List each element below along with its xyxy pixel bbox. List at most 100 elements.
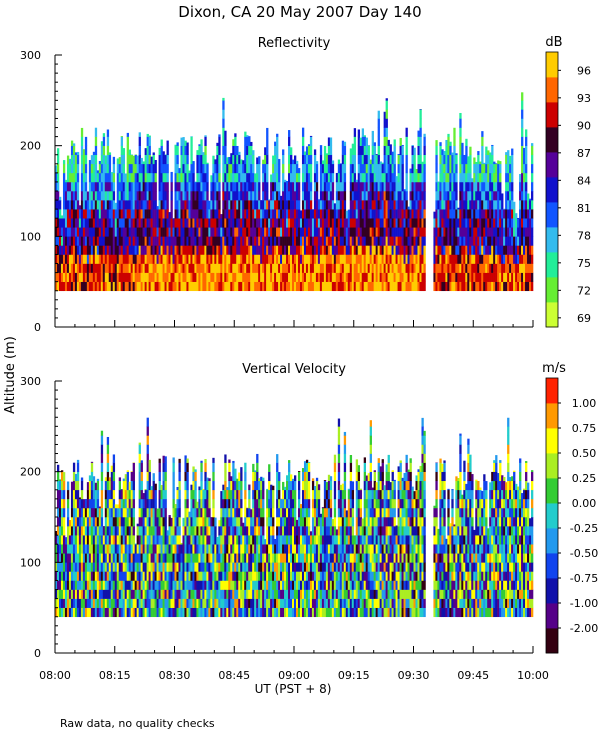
heatmap-cell — [405, 172, 408, 183]
heatmap-cell — [381, 227, 384, 237]
heatmap-cell — [319, 163, 323, 174]
heatmap-cell — [56, 236, 60, 246]
heatmap-cell — [122, 172, 126, 183]
heatmap-cell — [206, 163, 209, 174]
heatmap-cell — [321, 281, 325, 292]
heatmap-cell — [477, 263, 480, 273]
heatmap-cell — [184, 598, 187, 608]
heatmap-cell — [116, 607, 120, 618]
heatmap-cell — [90, 462, 94, 472]
heatmap-cell — [487, 281, 490, 292]
heatmap-cell — [198, 181, 201, 192]
heatmap-cell — [212, 571, 215, 581]
heatmap-cell — [192, 607, 195, 618]
heatmap-cell — [459, 154, 462, 165]
heatmap-cell — [88, 200, 92, 210]
heatmap-cell — [244, 254, 247, 264]
heatmap-cell — [399, 145, 402, 156]
heatmap-cell — [319, 263, 323, 273]
heatmap-cell — [266, 127, 269, 137]
heatmap-cell — [82, 181, 86, 192]
heatmap-cell — [190, 484, 193, 491]
heatmap-cell — [301, 200, 305, 210]
heatmap-cell — [130, 526, 133, 536]
heatmap-cell — [86, 544, 90, 554]
heatmap-cell — [138, 480, 141, 491]
heatmap-cell — [411, 163, 414, 174]
heatmap-cell — [190, 218, 193, 228]
heatmap-cell — [94, 580, 98, 590]
heatmap-cell — [419, 281, 422, 292]
heatmap-cell — [126, 517, 129, 527]
heatmap-cell — [66, 535, 70, 545]
heatmap-cell — [246, 263, 249, 273]
heatmap-cell — [178, 580, 181, 590]
heatmap-cell — [80, 227, 84, 237]
heatmap-cell — [389, 254, 392, 264]
heatmap-cell — [56, 163, 60, 174]
heatmap-cell — [244, 136, 247, 146]
heatmap-cell — [74, 163, 78, 174]
heatmap-cell — [170, 281, 173, 292]
colorbar-swatch — [546, 102, 558, 128]
heatmap-cell — [238, 172, 241, 183]
heatmap-cell — [174, 526, 177, 536]
heatmap-cell — [493, 161, 496, 165]
y-tick-label: 100 — [20, 230, 41, 243]
heatmap-cell — [278, 245, 281, 255]
heatmap-cell — [198, 589, 201, 599]
heatmap-cell — [363, 227, 366, 237]
heatmap-cell — [288, 281, 291, 292]
heatmap-cell — [60, 236, 64, 246]
heatmap-cell — [196, 254, 199, 264]
heatmap-cell — [156, 508, 159, 518]
heatmap-cell — [521, 100, 524, 110]
heatmap-cell — [176, 245, 179, 255]
heatmap-cell — [88, 562, 92, 572]
heatmap-cell — [305, 146, 309, 156]
heatmap-cell — [297, 172, 301, 183]
heatmap-cell — [377, 263, 380, 273]
heatmap-cell — [56, 281, 60, 292]
heatmap-cell — [118, 562, 122, 572]
heatmap-cell — [158, 553, 161, 563]
heatmap-cell — [58, 517, 62, 527]
heatmap-cell — [168, 580, 171, 590]
heatmap-cell — [152, 526, 155, 536]
heatmap-cell — [515, 245, 518, 255]
heatmap-cell — [407, 254, 410, 264]
heatmap-cell — [142, 281, 145, 292]
heatmap-cell — [104, 281, 108, 292]
heatmap-cell — [383, 200, 386, 210]
heatmap-cell — [409, 263, 412, 273]
heatmap-cell — [102, 163, 106, 174]
heatmap-cell — [114, 218, 118, 228]
heatmap-cell — [146, 263, 149, 273]
heatmap-cell — [184, 455, 187, 463]
heatmap-cell — [337, 263, 341, 273]
heatmap-cell — [415, 227, 418, 237]
heatmap-cell — [315, 254, 319, 264]
heatmap-cell — [118, 598, 122, 608]
heatmap-cell — [305, 254, 309, 264]
heatmap-cell — [118, 580, 122, 590]
heatmap-cell — [76, 236, 80, 246]
heatmap-cell — [168, 607, 171, 618]
heatmap-cell — [453, 136, 456, 146]
heatmap-cell — [266, 236, 269, 246]
heatmap-cell — [441, 149, 444, 156]
heatmap-cell — [206, 480, 209, 491]
heatmap-cell — [206, 553, 209, 563]
heatmap-cell — [110, 172, 114, 174]
heatmap-cell — [148, 281, 151, 292]
heatmap-cell — [515, 236, 518, 246]
heatmap-cell — [120, 227, 124, 237]
heatmap-cell — [55, 263, 58, 273]
heatmap-cell — [122, 218, 126, 228]
heatmap-cell — [258, 191, 261, 201]
heatmap-cell — [186, 589, 189, 599]
heatmap-cell — [280, 200, 283, 210]
heatmap-cell — [62, 245, 66, 255]
heatmap-cell — [154, 562, 157, 572]
heatmap-cell — [413, 172, 416, 183]
